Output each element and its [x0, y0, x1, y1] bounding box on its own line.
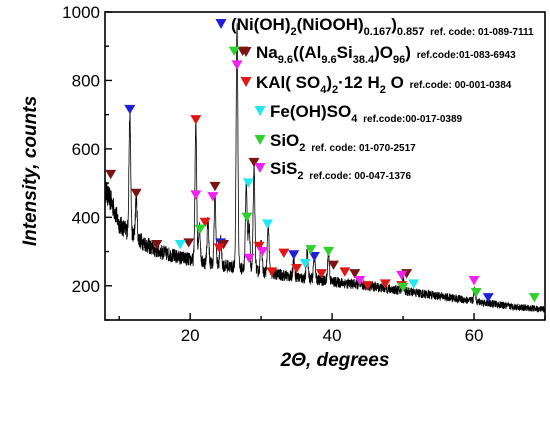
phase-3-marker [199, 217, 211, 228]
phase-2-marker [328, 260, 340, 270]
legend-label-1: (Ni(OH)2(NiOOH)0.167)0.857 ref. code: 01… [231, 15, 534, 38]
phase-6-marker [468, 275, 480, 286]
legend-marker-5 [254, 135, 266, 145]
x-tick-label: 60 [465, 326, 484, 345]
legend-marker-6 [254, 163, 266, 173]
legend-ref-2: ref.code:01-083-6943 [414, 50, 516, 61]
phase-2-marker [349, 269, 361, 279]
phase-3-marker [339, 267, 351, 277]
phase-2-marker [105, 169, 117, 180]
phase-5-marker [470, 287, 482, 298]
phase-5-marker [323, 246, 335, 257]
phase-5-marker [241, 212, 253, 223]
legend-label-6: SiS2 ref.code: 00-047-1376 [270, 159, 411, 182]
phase-5-marker [397, 282, 409, 293]
y-tick-label: 600 [72, 140, 100, 159]
phase-4-marker [174, 240, 186, 250]
phase-3-marker [379, 279, 391, 289]
legend-ref-3: ref.code: 00-001-0384 [407, 80, 512, 91]
phase-1-marker [288, 250, 300, 260]
phase-6-marker [231, 60, 243, 70]
legend-marker-3 [240, 77, 252, 87]
phase-6-marker [243, 253, 255, 264]
legend-label-3: KAl( SO4)2·12 H2 O ref.code: 00-001-0384 [256, 73, 512, 96]
axis-ticks: 20 40 60 200 400 600 800 1000 [62, 3, 546, 345]
legend-marker-4 [254, 106, 266, 116]
phase-markers [105, 46, 540, 303]
phase-4-marker [408, 279, 420, 289]
legend-marker-2 [240, 47, 252, 57]
legend: (Ni(OH)2(NiOOH)0.167)0.857 ref. code: 01… [215, 15, 534, 182]
y-tick-label: 200 [72, 277, 100, 296]
phase-3-marker [213, 243, 225, 253]
phase-2-marker [130, 188, 142, 199]
phase-6-marker [190, 190, 202, 200]
phase-6-marker [396, 270, 408, 281]
x-tick-label: 40 [323, 326, 342, 345]
phase-6-marker [257, 246, 269, 257]
phase-6-marker [207, 192, 219, 202]
phase-5-marker [228, 46, 240, 57]
phase-3-marker [278, 248, 290, 258]
phase-6-marker [354, 275, 366, 286]
legend-marker-1 [215, 19, 227, 29]
phase-5-marker [194, 224, 206, 234]
diffraction-pattern [104, 23, 546, 313]
phase-2-marker [248, 157, 260, 168]
phase-5-marker [305, 245, 317, 255]
plot-frame [104, 11, 546, 321]
legend-label-2: Na9.6((Al9.6Si38.4)O96) ref.code:01-083-… [256, 43, 516, 66]
phase-2-marker [151, 240, 163, 250]
legend-ref-6: ref.code: 00-047-1376 [307, 171, 412, 182]
phase-3-marker [253, 241, 265, 252]
phase-1-marker [482, 293, 494, 303]
phase-5-marker [528, 293, 540, 303]
legend-ref-5: ref. code: 01-070-2517 [308, 143, 416, 154]
phase-1-marker [124, 104, 136, 115]
legend-ref-1: ref. code: 01-089-7111 [427, 27, 534, 38]
y-axis-label: Intensity, counts [20, 96, 41, 246]
x-tick-label: 20 [181, 326, 200, 345]
x-axis-label: 2Θ, degrees [280, 350, 390, 371]
phase-1-marker [308, 252, 320, 262]
legend-label-4: Fe(OH)SO4 ref.code:00-017-0389 [270, 102, 463, 125]
phase-4-marker [242, 178, 254, 188]
phase-3-marker [266, 267, 278, 277]
phase-2-marker [183, 238, 195, 248]
diffraction-trace [104, 23, 546, 313]
phase-4-marker [262, 219, 274, 229]
phase-3-marker [362, 281, 374, 291]
y-tick-label: 1000 [62, 3, 100, 22]
phase-3-marker [291, 263, 303, 274]
phase-3-marker [190, 115, 202, 125]
legend-ref-4: ref.code:00-017-0389 [360, 114, 462, 125]
phase-2-marker [209, 181, 221, 192]
phase-4-marker [299, 258, 311, 269]
y-tick-label: 800 [72, 71, 100, 90]
legend-label-5: SiO2 ref. code: 01-070-2517 [270, 131, 416, 154]
y-tick-label: 400 [72, 208, 100, 227]
phase-3-marker [315, 269, 327, 279]
